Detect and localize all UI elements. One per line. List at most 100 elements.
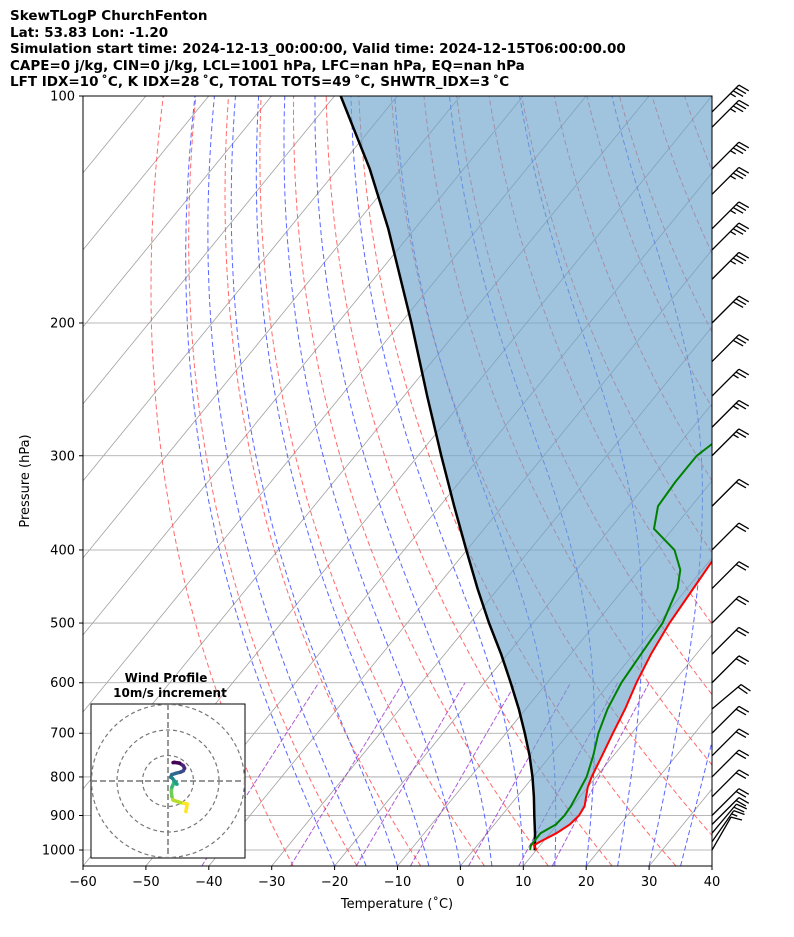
barb-half-flag bbox=[731, 813, 738, 817]
mixing-ratio-line bbox=[290, 682, 404, 866]
moist-adiabat bbox=[207, 96, 367, 866]
wind-barb bbox=[711, 803, 748, 834]
barb-staff bbox=[711, 769, 740, 798]
moist-adiabat bbox=[350, 96, 524, 866]
wind-barb bbox=[711, 797, 750, 825]
barb-flag bbox=[732, 228, 744, 235]
barb-staff bbox=[711, 428, 740, 457]
y-tick-label: 700 bbox=[50, 727, 75, 742]
dry-adiabat bbox=[782, 96, 794, 866]
plot-axes: −60 −50 −40 −30 −20 −10 0 10 20 30 40 100 200 300 400 5… bbox=[42, 90, 720, 891]
x-tick-label: −20 bbox=[321, 875, 348, 890]
x-tick-label: −10 bbox=[384, 875, 411, 890]
wind-barb bbox=[711, 749, 750, 778]
barb-half-flag bbox=[732, 374, 739, 379]
wind-barb bbox=[711, 561, 750, 589]
barb-flag bbox=[735, 225, 747, 233]
barb-staff bbox=[711, 295, 740, 324]
barb-half-flag bbox=[730, 93, 737, 98]
barb-flag bbox=[738, 201, 750, 209]
isotherm-line bbox=[585, 711, 712, 866]
barb-flag bbox=[735, 658, 747, 665]
wind-barb bbox=[711, 99, 750, 128]
plot-data bbox=[339, 96, 712, 851]
barb-flag bbox=[732, 301, 744, 308]
barb-flag bbox=[738, 84, 750, 92]
barb-flag bbox=[735, 298, 747, 306]
barb-staff bbox=[711, 684, 742, 710]
barb-flag bbox=[735, 481, 747, 489]
barb-staff bbox=[711, 655, 740, 684]
isotherm-line bbox=[83, 96, 398, 482]
barb-half-flag bbox=[730, 150, 737, 155]
moist-adiabat bbox=[255, 96, 430, 866]
y-tick-label: 1000 bbox=[42, 844, 75, 859]
wind-barb bbox=[711, 428, 750, 457]
barb-staff bbox=[711, 810, 735, 843]
barb-staff bbox=[711, 816, 732, 851]
y-tick-label: 500 bbox=[50, 617, 75, 632]
barb-staff bbox=[711, 728, 740, 757]
barb-flag bbox=[738, 428, 750, 436]
wind-barb bbox=[711, 705, 750, 734]
y-tick-label: 300 bbox=[50, 449, 75, 464]
barb-flag bbox=[735, 87, 747, 95]
barb-half-flag bbox=[730, 230, 737, 236]
barb-flag bbox=[732, 257, 744, 265]
isotherm-line bbox=[775, 96, 794, 866]
barb-flag bbox=[738, 141, 750, 149]
x-tick-label: 30 bbox=[641, 875, 658, 890]
wind-barb bbox=[711, 788, 750, 816]
barb-half-flag bbox=[732, 433, 739, 439]
barb-flag bbox=[730, 816, 743, 821]
barb-flag bbox=[733, 806, 745, 813]
wind-barb bbox=[711, 626, 750, 655]
wind-barb bbox=[711, 655, 750, 684]
barb-flag bbox=[735, 752, 747, 760]
barb-staff bbox=[711, 788, 740, 816]
barb-flag bbox=[738, 728, 750, 736]
barb-flag bbox=[733, 809, 745, 816]
x-tick-label: 0 bbox=[456, 875, 464, 890]
barb-flag bbox=[738, 749, 750, 757]
barb-flag bbox=[738, 222, 750, 230]
barb-flag bbox=[738, 705, 750, 713]
params-line: CAPE=0 j/kg, CIN=0 j/kg, LCL=1001 hPa, L… bbox=[10, 57, 525, 74]
barb-flag bbox=[738, 166, 750, 174]
barb-flag bbox=[732, 105, 744, 113]
location-line: Lat: 53.83 Lon: -1.20 bbox=[10, 24, 169, 41]
barb-staff bbox=[711, 626, 740, 655]
barb-staff bbox=[711, 166, 740, 195]
barb-staff bbox=[711, 141, 740, 170]
barb-staff bbox=[711, 368, 740, 397]
moist-adiabat bbox=[314, 96, 493, 866]
dry-adiabat bbox=[750, 96, 794, 866]
wind-barb bbox=[711, 334, 750, 363]
wind-barb bbox=[711, 595, 750, 624]
moist-adiabat bbox=[711, 864, 712, 866]
chart-title: SkewTLogP ChurchFenton bbox=[10, 8, 208, 24]
barb-flag bbox=[738, 797, 750, 804]
barb-staff bbox=[711, 99, 740, 128]
wind-barbs bbox=[711, 84, 751, 851]
barb-flag bbox=[738, 251, 750, 259]
barb-flag bbox=[738, 788, 750, 795]
wind-barb bbox=[711, 399, 750, 428]
barb-staff bbox=[711, 478, 740, 507]
barb-flag bbox=[735, 731, 747, 738]
indices-line: LFT IDX=10 ˚C, K IDX=28 ˚C, TOTAL TOTS=4… bbox=[10, 74, 510, 90]
wind-barb bbox=[711, 295, 750, 324]
barb-flag bbox=[735, 629, 747, 637]
time-line: Simulation start time: 2024-12-13_00:00:… bbox=[10, 41, 626, 57]
moist-adiabat bbox=[744, 96, 794, 866]
isotherm-line bbox=[83, 96, 84, 97]
hodograph-inset: Wind Profile 10m/s increment bbox=[90, 671, 246, 859]
x-tick-label: 20 bbox=[578, 875, 595, 890]
barb-flag bbox=[738, 295, 750, 303]
barb-flag bbox=[735, 790, 747, 798]
barb-flag bbox=[738, 368, 750, 376]
mixing-ratio-line bbox=[355, 682, 466, 866]
barb-staff bbox=[711, 705, 740, 734]
temperature-line bbox=[532, 559, 712, 851]
isotherm-line bbox=[83, 96, 210, 251]
